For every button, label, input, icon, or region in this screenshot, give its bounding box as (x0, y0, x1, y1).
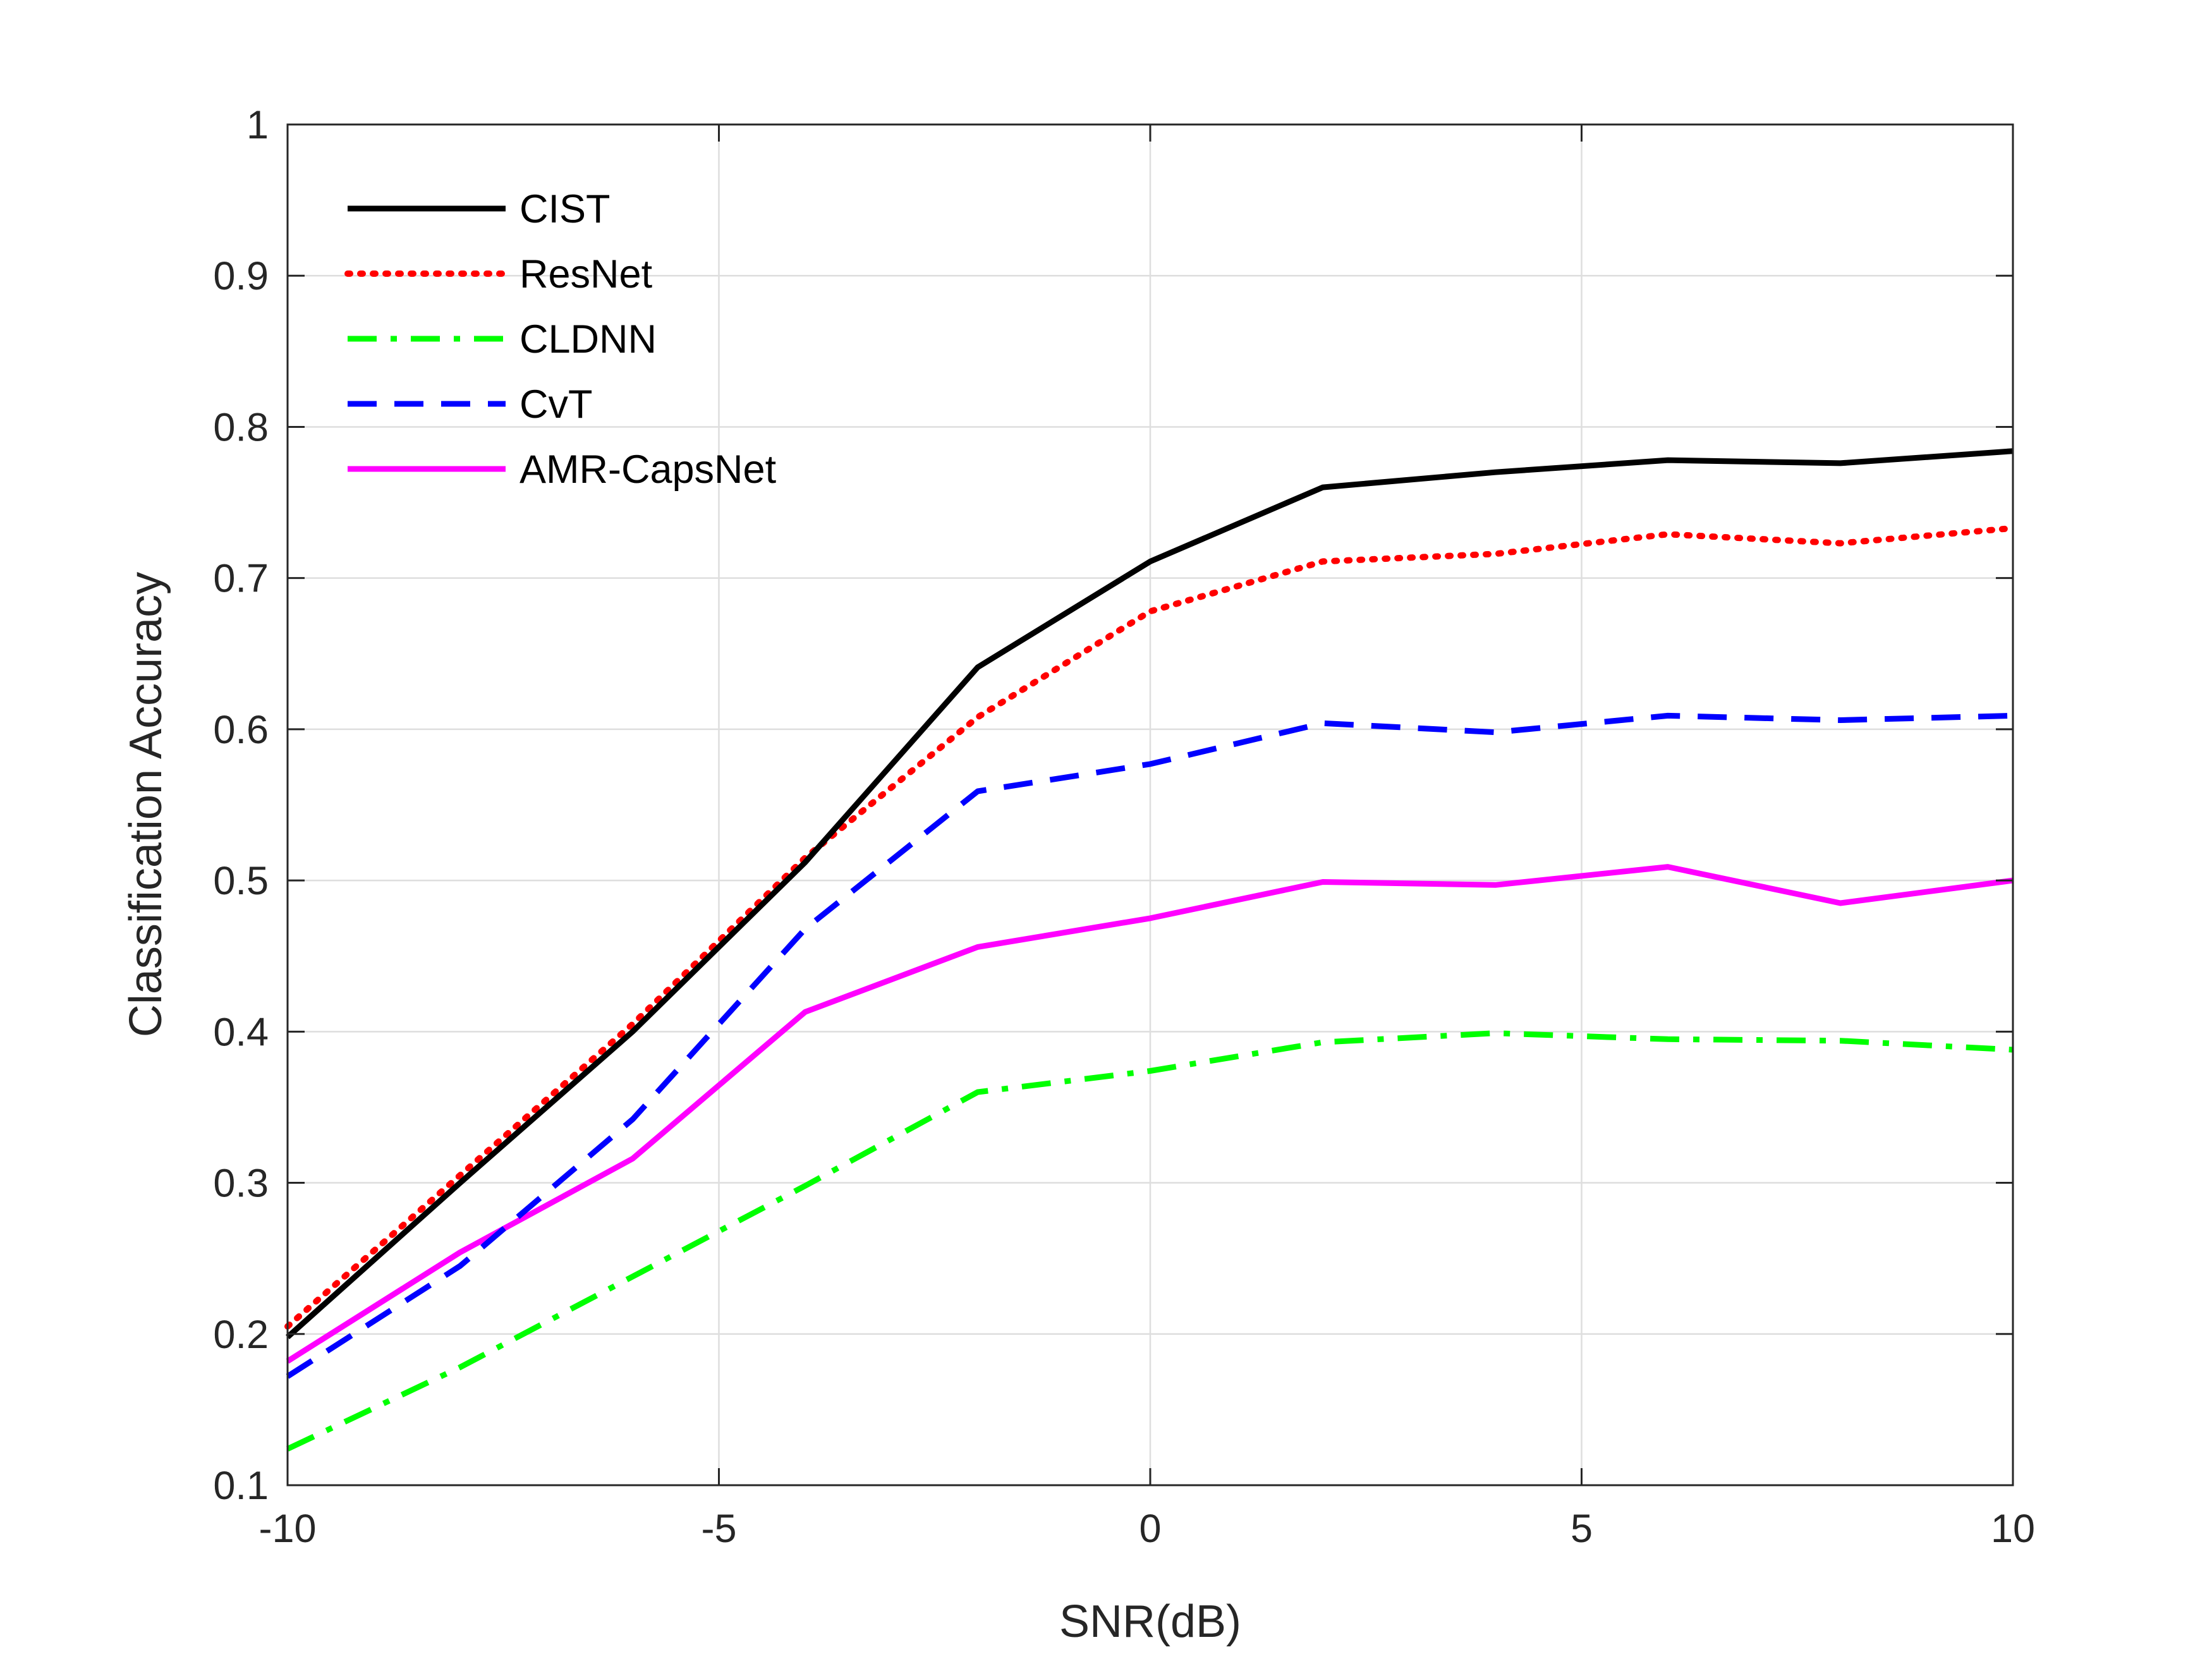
x-tick-labels: -10 -5 0 5 10 (258, 1507, 2035, 1551)
legend-label: CIST (520, 187, 611, 231)
y-tick-label: 0.3 (213, 1162, 269, 1206)
x-axis-title: SNR(dB) (1059, 1596, 1241, 1647)
series-line-resnet (284, 525, 2016, 1330)
series-line-cldnn (286, 1030, 2014, 1452)
legend-label: ResNet (520, 252, 653, 296)
legend-label: CLDNN (520, 317, 657, 362)
y-tick-label: 0.6 (213, 708, 269, 752)
y-tick-label: 0.7 (213, 557, 269, 601)
y-tick-labels: 0.1 0.2 0.3 0.4 0.5 0.6 0.7 0.8 0.9 1 (213, 103, 269, 1508)
y-tick-label: 0.4 (213, 1010, 269, 1054)
legend: CIST ResNet CLDNN CvT AMR-CapsNet (344, 187, 777, 492)
y-tick-label: 0.1 (213, 1464, 269, 1508)
legend-label: AMR-CapsNet (520, 447, 777, 492)
y-tick-label: 0.2 (213, 1313, 269, 1357)
y-tick-label: 1 (246, 103, 269, 147)
series-line-amr-capsnet (286, 864, 2014, 1364)
tick-marks (286, 123, 2014, 1486)
series-line-cist (286, 448, 2014, 1339)
series-line-cvt (286, 712, 2014, 1379)
x-tick-label: 5 (1571, 1507, 1593, 1551)
x-tick-label: -10 (258, 1507, 316, 1551)
series-layer (284, 448, 2016, 1452)
y-tick-label: 0.9 (213, 254, 269, 298)
x-tick-label: 10 (1991, 1507, 2035, 1551)
y-tick-label: 0.8 (213, 405, 269, 449)
y-axis-title: Classification Accuracy (121, 572, 171, 1037)
legend-label: CvT (520, 382, 592, 427)
y-tick-label: 0.5 (213, 859, 269, 903)
x-tick-label: 0 (1139, 1507, 1161, 1551)
x-tick-label: -5 (701, 1507, 736, 1551)
